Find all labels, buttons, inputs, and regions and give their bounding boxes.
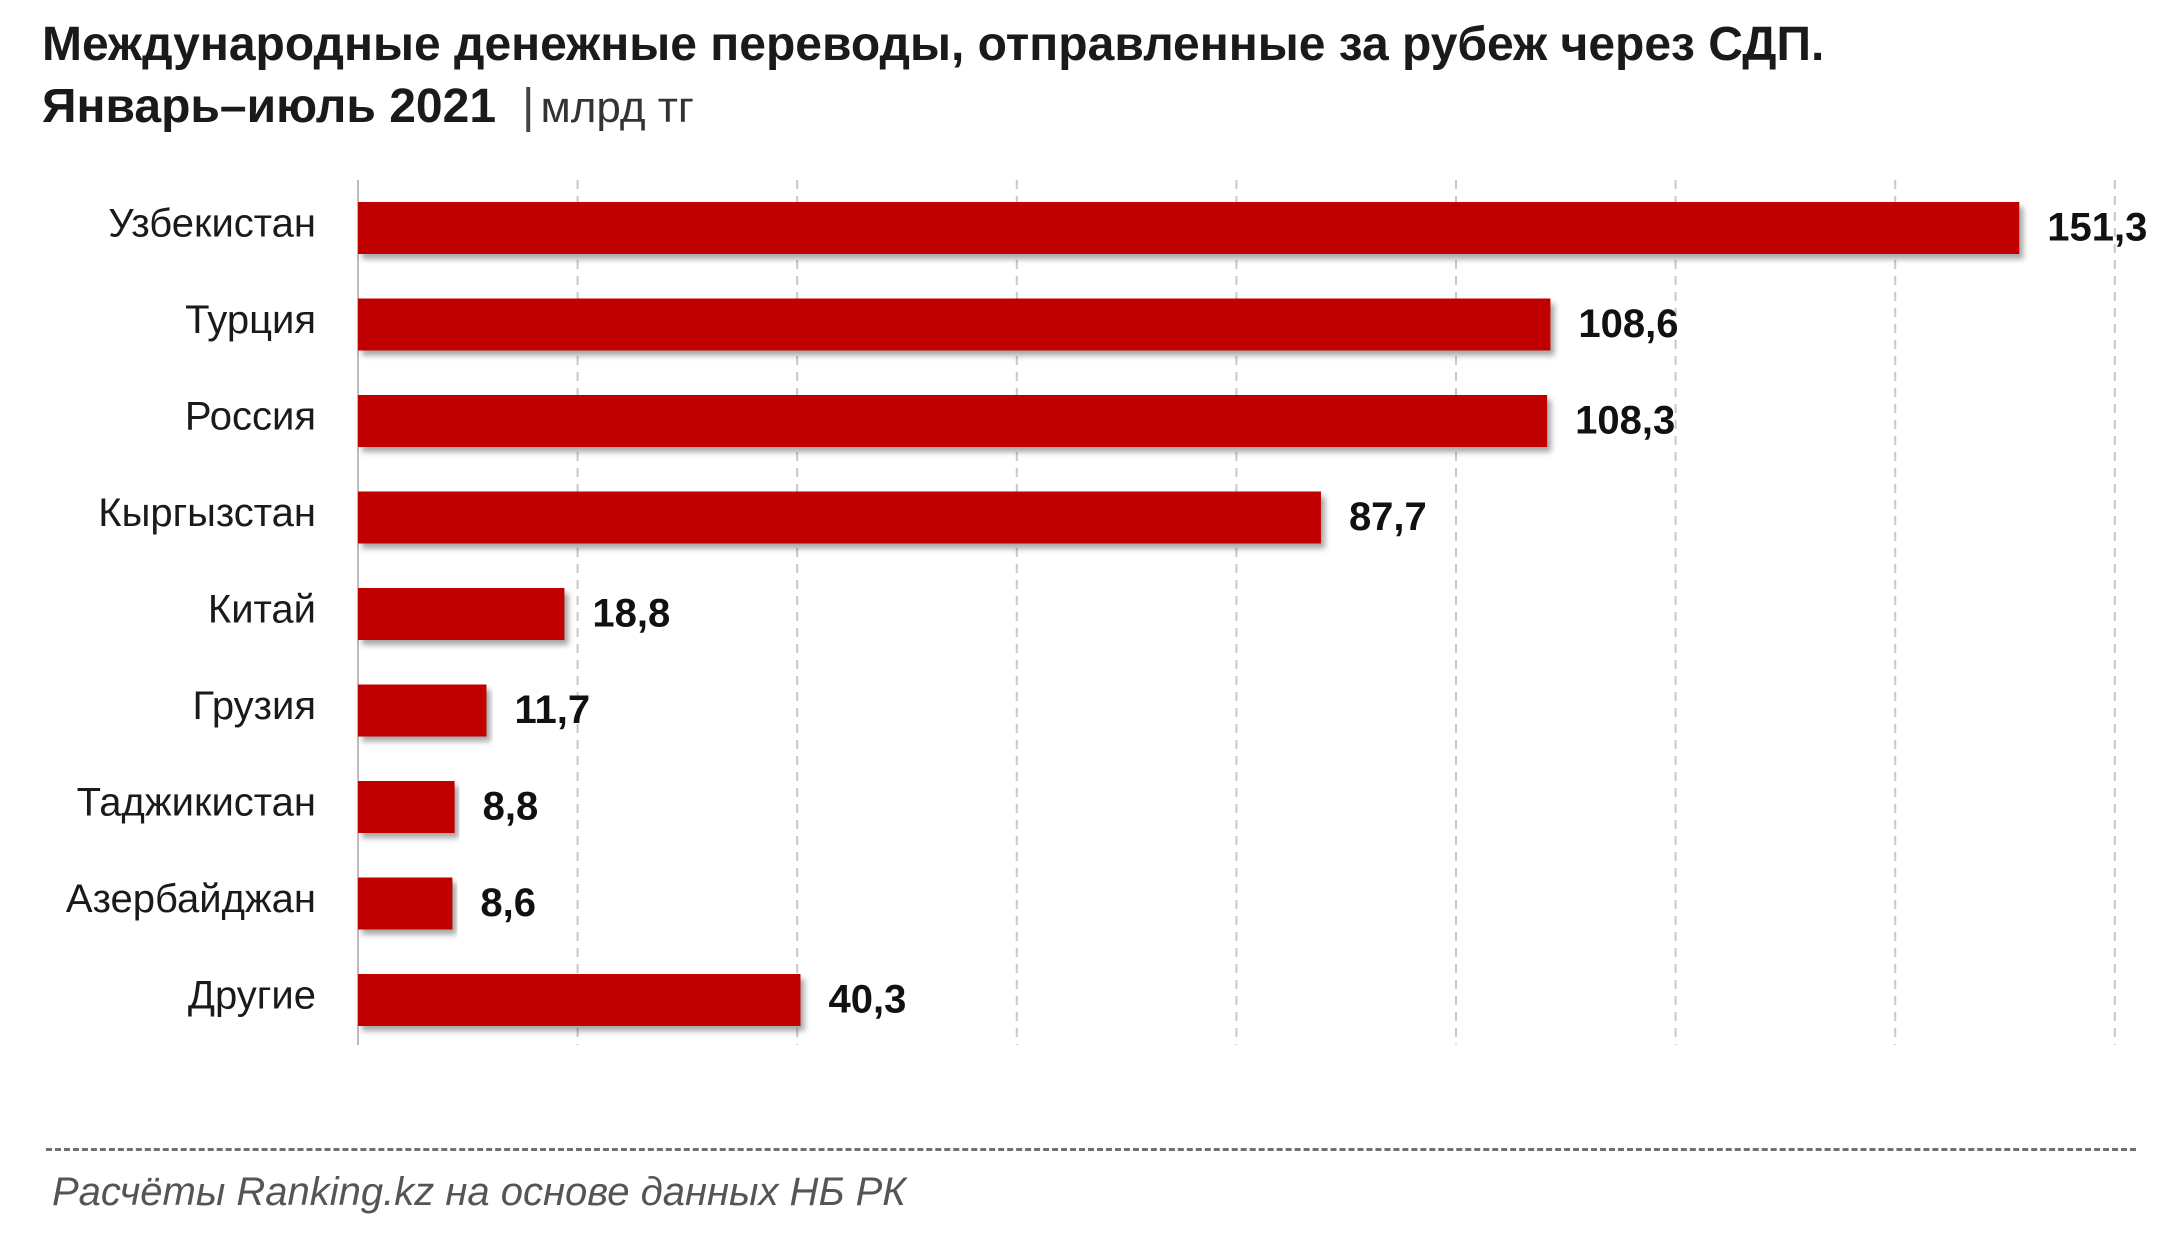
chart-unit: млрд тг [540,83,694,133]
title-separator: | [522,80,535,134]
chart-title: Международные денежные переводы, отправл… [42,14,1824,139]
bar [358,588,565,640]
value-label: 40,3 [828,978,906,1022]
chart-title-line2: Январь–июль 2021 | млрд тг [42,76,1824,138]
category-label: Турция [185,298,316,342]
category-label: Грузия [192,684,316,728]
value-label: 87,7 [1349,495,1427,539]
value-label: 8,6 [480,881,536,925]
value-label: 11,7 [514,688,590,732]
category-label: Россия [185,395,316,439]
category-label: Таджикистан [77,781,316,825]
bar [358,202,2020,254]
chart-period: Январь–июль 2021 [42,80,497,134]
bar [358,684,487,737]
bar [358,298,1551,351]
value-labels: 151,3 108,6 108,3 87,7 18,8 11,7 8,8 8,6 40,3 [480,206,2147,1022]
value-label: 8,8 [483,785,539,829]
category-label: Кыргызстан [98,491,316,535]
bar [358,491,1321,544]
bars [358,202,2020,1026]
bar [358,395,1548,447]
value-label: 151,3 [2047,206,2147,250]
footer-divider [46,1148,2136,1151]
bar [358,877,453,930]
bar [358,974,801,1026]
category-label: Другие [188,974,316,1018]
category-label: Узбекистан [108,202,316,246]
category-label: Азербайджан [66,877,316,921]
source-note: Расчёты Ranking.kz на основе данных НБ Р… [52,1170,906,1214]
value-label: 18,8 [592,592,670,636]
value-label: 108,6 [1578,302,1678,346]
bar-chart: Узбекистан Турция Россия Кыргызстан Китай Гру… [66,180,2147,1045]
category-labels: Узбекистан Турция Россия Кыргызстан Китай Гру… [66,202,316,1018]
bar [358,781,455,833]
category-label: Китай [208,588,316,632]
chart-title-line1: Международные денежные переводы, отправл… [42,18,1825,71]
value-label: 108,3 [1575,399,1675,443]
